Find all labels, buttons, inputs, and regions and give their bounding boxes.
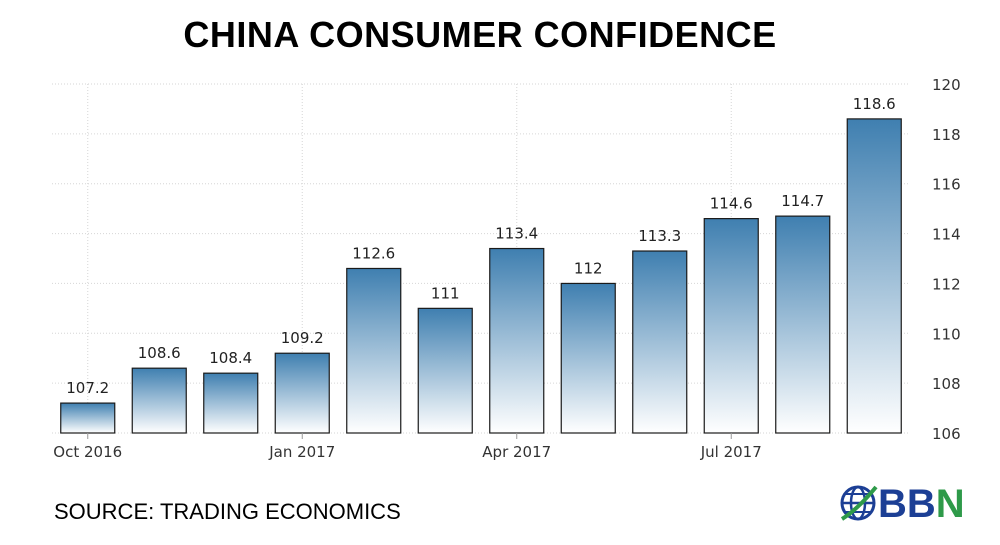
value-labels: 107.2 108.6 108.4 109.2 112.6 111 113.4 112 113.… bbox=[66, 95, 895, 397]
y-tick-label-5: 116 bbox=[932, 176, 961, 194]
value-label-8: 113.3 bbox=[638, 227, 681, 245]
y-tick-label-2: 110 bbox=[932, 325, 961, 343]
x-tick-label-3: Jul 2017 bbox=[700, 443, 762, 461]
chart-title: CHINA CONSUMER CONFIDENCE bbox=[183, 14, 777, 55]
bar-4 bbox=[346, 267, 402, 434]
y-tick-label-1: 108 bbox=[932, 375, 961, 393]
value-label-10: 114.7 bbox=[781, 192, 824, 210]
bar-6 bbox=[489, 247, 545, 434]
value-label-3: 109.2 bbox=[281, 329, 324, 347]
source-note: SOURCE: TRADING ECONOMICS bbox=[54, 499, 401, 524]
bar-5 bbox=[417, 307, 473, 434]
x-axis-ticks: Oct 2016 Jan 2017 Apr 2017 Jul 2017 bbox=[53, 433, 762, 461]
y-tick-label-3: 112 bbox=[932, 275, 961, 293]
bar-9 bbox=[703, 218, 759, 434]
bbn-logo: BBN bbox=[840, 477, 990, 533]
value-label-11: 118.6 bbox=[853, 95, 896, 113]
value-label-0: 107.2 bbox=[66, 379, 109, 397]
value-label-7: 112 bbox=[574, 259, 603, 277]
bar-1 bbox=[131, 367, 187, 434]
y-tick-label-7: 120 bbox=[932, 76, 961, 94]
value-label-4: 112.6 bbox=[352, 244, 395, 262]
y-tick-label-0: 106 bbox=[932, 425, 961, 443]
bar-3 bbox=[274, 352, 330, 434]
x-tick-label-1: Jan 2017 bbox=[268, 443, 335, 461]
value-label-2: 108.4 bbox=[209, 349, 252, 367]
value-label-5: 111 bbox=[431, 284, 460, 302]
bar-11 bbox=[846, 118, 902, 434]
logo-text: BBN bbox=[878, 482, 965, 526]
value-label-6: 113.4 bbox=[495, 225, 538, 243]
bar-8 bbox=[632, 250, 688, 434]
bar-0 bbox=[60, 402, 116, 434]
bar-10 bbox=[775, 215, 831, 434]
y-tick-label-6: 118 bbox=[932, 126, 961, 144]
bar-7 bbox=[560, 282, 616, 434]
bars bbox=[60, 118, 902, 434]
bar-2 bbox=[203, 372, 259, 434]
y-tick-label-4: 114 bbox=[932, 226, 961, 244]
value-label-9: 114.6 bbox=[710, 195, 753, 213]
value-label-1: 108.6 bbox=[138, 344, 181, 362]
y-axis-ticks: 106 108 110 112 114 116 118 120 bbox=[932, 76, 961, 443]
x-tick-label-2: Apr 2017 bbox=[482, 443, 551, 461]
globe-icon bbox=[840, 485, 878, 521]
x-tick-label-0: Oct 2016 bbox=[53, 443, 122, 461]
grid-lines bbox=[52, 83, 910, 434]
